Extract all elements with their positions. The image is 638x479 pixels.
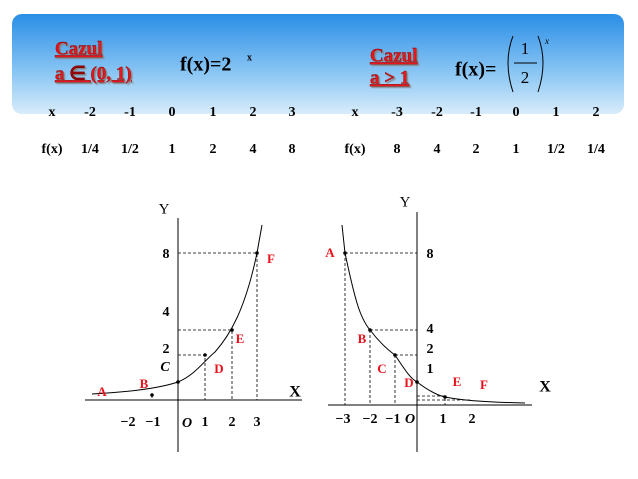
x-tick-label: O — [182, 416, 192, 431]
axis-label: Y — [159, 201, 170, 217]
point-label: A — [325, 245, 335, 260]
table-cell: 8 — [394, 142, 401, 157]
tables: x -2 -1 0 1 2 3 f(x) 1/4 1/2 1 2 4 8 x -3 -2 -1 0 1 2 f(x) 8 4 2… — [42, 105, 605, 157]
point-label: F — [267, 251, 275, 266]
axis-label: Y — [400, 194, 411, 210]
table-cell: 1 — [513, 142, 520, 157]
frac-num: 1 — [521, 39, 530, 58]
axis-label: X — [289, 384, 301, 401]
table-cell: -1 — [470, 105, 482, 120]
table-cell: -2 — [431, 105, 443, 120]
y-tick-label: 8 — [427, 247, 434, 262]
table-cell: 1/2 — [121, 142, 139, 157]
point-label: E — [453, 374, 462, 389]
table-cell: 2 — [210, 142, 217, 157]
point-label: A — [97, 384, 107, 399]
table-cell: -2 — [84, 105, 96, 120]
y-tick-label: 2 — [427, 342, 434, 357]
table-cell: 8 — [289, 142, 296, 157]
x-tick-label: 2 — [229, 415, 236, 430]
point-label: D — [214, 361, 223, 376]
x-tick-label: O — [405, 412, 415, 427]
x-tick-label: 2 — [469, 412, 476, 427]
graph-left — [85, 218, 302, 452]
x-tick-label: −2 — [121, 415, 136, 430]
x-tick-label: −2 — [363, 412, 378, 427]
banner — [12, 14, 624, 114]
point-label: F — [480, 377, 488, 392]
formula: f(x)=2 — [180, 54, 231, 76]
y-tick-label: 4 — [163, 305, 170, 320]
point-label: B — [140, 376, 149, 391]
table-cell: -3 — [391, 105, 403, 120]
case-cond: a > 1 — [370, 67, 409, 88]
point — [203, 353, 207, 357]
point — [415, 380, 419, 384]
x-tick-label: 1 — [202, 415, 209, 430]
table-cell: -1 — [124, 105, 136, 120]
table-cell: f(x) — [42, 142, 63, 157]
x-tick-label: −3 — [336, 412, 351, 427]
point-label: B — [358, 331, 367, 346]
point — [150, 393, 154, 397]
point — [443, 395, 447, 399]
point — [368, 328, 372, 332]
table-cell: 4 — [250, 142, 257, 157]
table-cell: 1 — [169, 142, 176, 157]
table-cell: 2 — [473, 142, 480, 157]
table-cell: x — [49, 105, 56, 120]
table-cell: 1/4 — [81, 142, 99, 157]
table-cell: x — [352, 105, 359, 120]
table-cell: 2 — [250, 105, 257, 120]
case-cond: a ∈ (0, 1) — [55, 63, 132, 84]
table-cell: 1/4 — [587, 142, 605, 157]
point — [176, 380, 180, 384]
point-label: C — [160, 360, 170, 375]
x-tick-label: −1 — [386, 412, 401, 427]
point-label: C — [377, 361, 386, 376]
y-tick-label: 1 — [427, 362, 434, 377]
point-label: E — [236, 331, 245, 346]
table-cell: 2 — [593, 105, 600, 120]
table-cell: 1 — [210, 105, 217, 120]
point — [393, 353, 397, 357]
graph-right — [328, 212, 532, 452]
axis-label: X — [539, 379, 551, 396]
case-title: Cazul — [55, 38, 103, 59]
y-tick-label: 8 — [163, 247, 170, 262]
formula: f(x)= — [455, 59, 496, 81]
curve — [91, 224, 263, 395]
table-cell: 4 — [434, 142, 441, 157]
table-cell: f(x) — [345, 142, 366, 157]
table-cell: 1 — [553, 105, 560, 120]
x-tick-label: 1 — [440, 412, 447, 427]
point — [230, 328, 234, 332]
y-tick-label: 4 — [427, 322, 434, 337]
point — [343, 251, 347, 255]
curve — [341, 224, 526, 404]
frac-den: 2 — [521, 68, 530, 87]
x-tick-label: 3 — [254, 415, 261, 430]
table-cell: 0 — [169, 105, 176, 120]
point — [255, 251, 259, 255]
exponent: x — [544, 36, 549, 46]
paren — [507, 35, 544, 93]
table-cell: 0 — [513, 105, 520, 120]
table-cell: 1/2 — [547, 142, 565, 157]
case-title: Cazul — [370, 45, 418, 66]
x-tick-label: −1 — [146, 415, 161, 430]
exponent: x — [247, 52, 252, 63]
y-tick-label: 2 — [163, 342, 170, 357]
point-label: D — [404, 375, 413, 390]
table-cell: 3 — [289, 105, 296, 120]
guide — [151, 252, 258, 400]
